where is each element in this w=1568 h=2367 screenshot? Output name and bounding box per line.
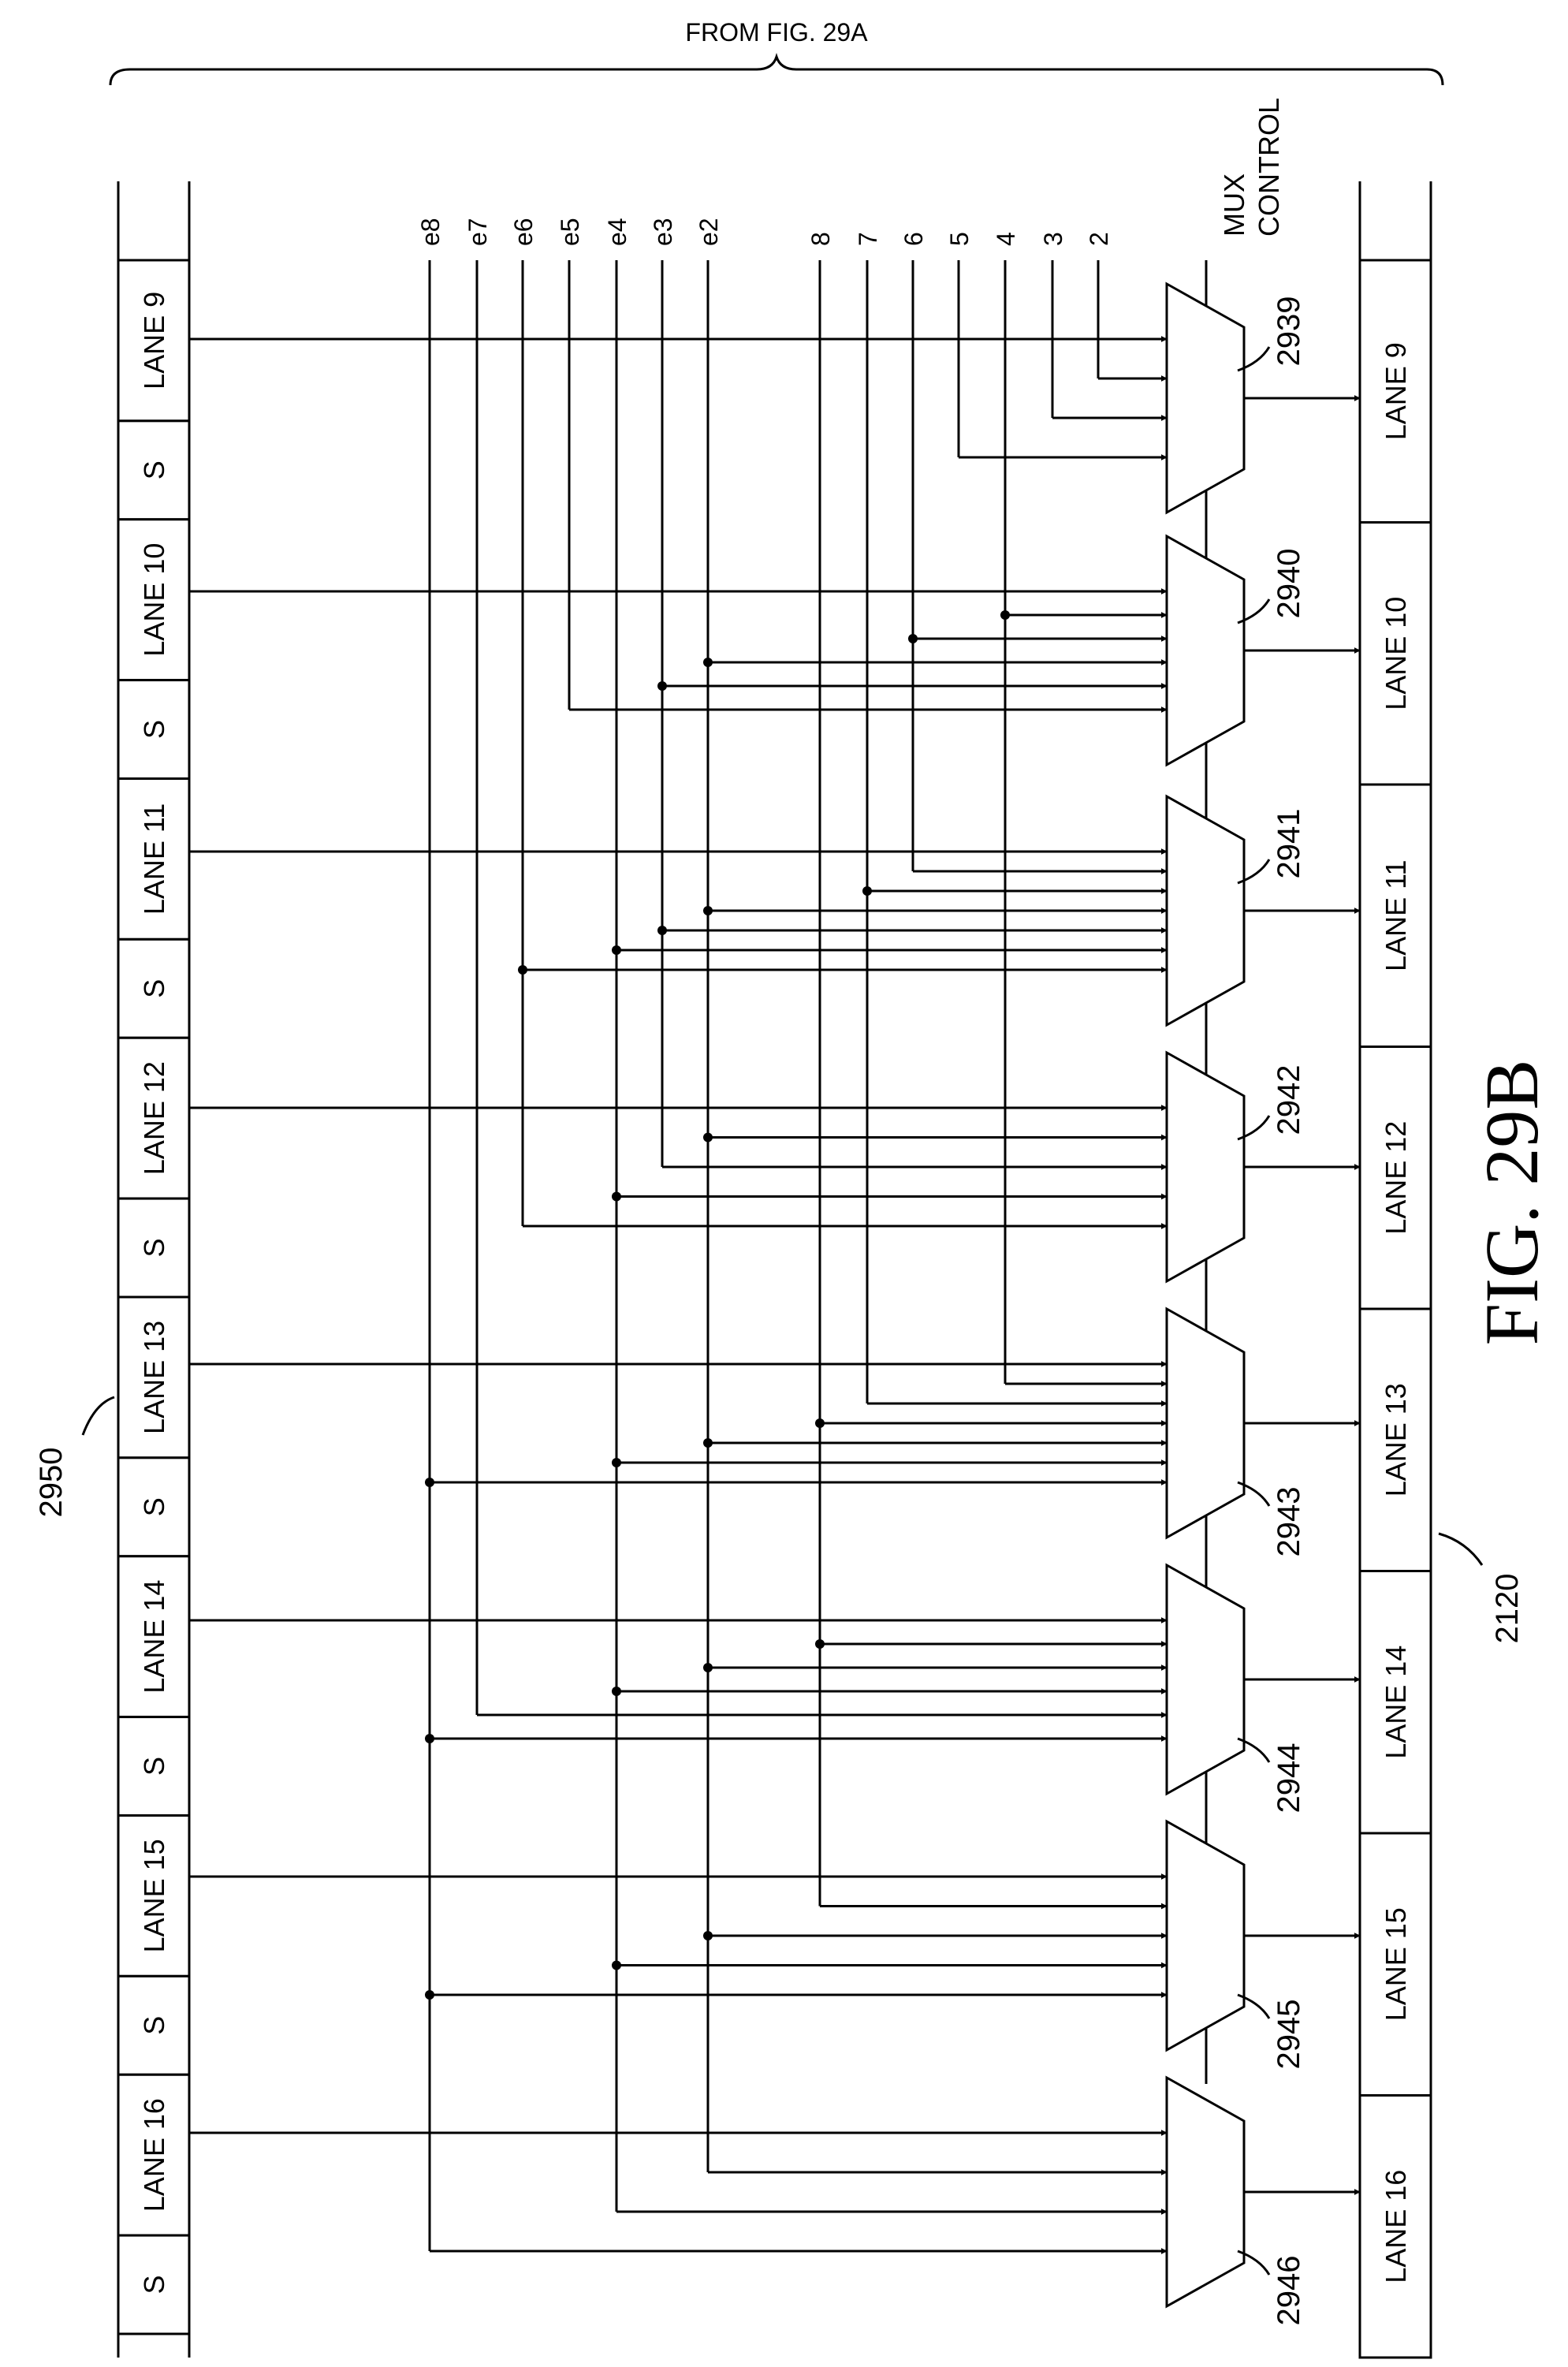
junction-dot [703, 1931, 713, 1940]
output-lane-label: LANE 11 [1380, 860, 1412, 971]
bus-label: 4 [992, 232, 1020, 246]
junction-dot [425, 1478, 434, 1487]
input-lane-label: LANE 10 [138, 543, 170, 657]
output-lane-label: LANE 14 [1380, 1646, 1412, 1759]
bus-label: e2 [695, 218, 723, 246]
input-lane-label: LANE 14 [138, 1580, 170, 1694]
mux-ref-label: 2943 [1272, 1487, 1306, 1557]
output-register-ref-arrow [1438, 1532, 1484, 1566]
input-register: LANE 9 S LANE 10 S LANE 11 S LANE 12 S LANE 13 S L… [117, 181, 191, 2358]
junction-dot [908, 634, 918, 643]
junction-dot [612, 1191, 621, 1202]
junction-dot [425, 1990, 434, 2000]
junction-dot [657, 926, 667, 935]
bus-label: 3 [1039, 232, 1067, 246]
input-s-label: S [138, 2276, 170, 2294]
output-lane-label: LANE 15 [1380, 1907, 1412, 2021]
bus-label: e4 [603, 218, 631, 246]
junction-dot [862, 886, 872, 896]
bus-label: e8 [416, 218, 445, 246]
input-s-label: S [138, 720, 170, 739]
mux: 2944 [1165, 1563, 1306, 1813]
mux-control-label-line2: CONTROL [1253, 98, 1285, 237]
bus-label: e7 [464, 218, 492, 246]
bus-labels: e8 e7 e6 e5 e4 e3 e2 8 7 6 5 4 3 2 [416, 218, 1113, 246]
junction-dot [612, 1458, 621, 1467]
output-register: LANE 9 LANE 10 LANE 11 LANE 12 LANE 13 LANE 1… [1358, 181, 1432, 2359]
bus-label: e6 [509, 218, 538, 246]
input-lane-label: LANE 13 [138, 1321, 170, 1434]
output-register-ref: 2120 [1490, 1574, 1525, 1644]
output-lane-label: LANE 12 [1380, 1121, 1412, 1235]
junction-dot [703, 906, 713, 915]
junction-dot [612, 1960, 621, 1970]
junction-dot [657, 681, 667, 691]
input-s-label: S [138, 2016, 170, 2035]
output-lane-label: LANE 10 [1380, 597, 1412, 710]
mux-ref-label: 2946 [1272, 2256, 1306, 2326]
mux: 2939 [1165, 281, 1306, 515]
input-s-label: S [138, 979, 170, 998]
junction-dot [612, 945, 621, 955]
output-lane-label: LANE 16 [1380, 2170, 1412, 2283]
junction-dot [703, 658, 713, 667]
input-lane-label: LANE 9 [138, 292, 170, 390]
mux: 2946 [1165, 2075, 1306, 2326]
input-lane-label: LANE 15 [138, 1839, 170, 1952]
bus-label: 2 [1085, 232, 1113, 246]
junction-dot [612, 1687, 621, 1696]
bus-label: 8 [806, 232, 835, 246]
header-from-fig-29a: FROM FIG. 29A [685, 18, 868, 47]
junction-dot [1000, 610, 1010, 620]
input-s-label: S [138, 1757, 170, 1776]
mux-ref-label: 2945 [1272, 2000, 1306, 2070]
routing-wires [189, 260, 1361, 2254]
input-lane-label: LANE 16 [138, 2098, 170, 2212]
input-register-ref: 2950 [34, 1448, 69, 1518]
output-lane-label: LANE 9 [1380, 342, 1412, 440]
multiplexers: 2939 2940 2941 2942 2943 2944 2945 2946 [1165, 281, 1306, 2326]
mux-ref-label: 2940 [1272, 549, 1306, 619]
output-lane-label: LANE 13 [1380, 1383, 1412, 1497]
junction-dot [703, 1132, 713, 1142]
header-brace [109, 52, 1444, 86]
mux: 2945 [1165, 1819, 1306, 2070]
junction-dot [815, 1639, 825, 1649]
input-s-label: S [138, 460, 170, 479]
bus-label: e3 [649, 218, 677, 246]
junction-dot [703, 1438, 713, 1448]
mux-ref-label: 2941 [1272, 809, 1306, 879]
bus-label: 6 [899, 232, 928, 246]
input-s-label: S [138, 1239, 170, 1258]
figure-label: FIG. 29B [1469, 1060, 1554, 1346]
input-lane-label: LANE 11 [138, 803, 170, 915]
input-lane-label: LANE 12 [138, 1061, 170, 1175]
mux: 2943 [1165, 1307, 1306, 1557]
bus-label: 7 [854, 232, 882, 246]
junction-dot [815, 1418, 825, 1428]
mux: 2941 [1165, 794, 1306, 1027]
mux-ref-label: 2944 [1272, 1743, 1306, 1813]
mux: 2940 [1165, 534, 1306, 767]
input-s-label: S [138, 1497, 170, 1516]
junction-dot [425, 1734, 434, 1743]
mux-control-label-line1: MUX [1218, 173, 1250, 237]
bus-label: e5 [556, 218, 584, 246]
mux-ref-label: 2939 [1272, 296, 1306, 367]
junction-dot [703, 1663, 713, 1672]
mux: 2942 [1165, 1050, 1306, 1284]
bus-label: 5 [945, 232, 974, 246]
junction-dot [518, 965, 527, 975]
input-register-ref-arrow [81, 1396, 115, 1436]
mux-ref-label: 2942 [1272, 1065, 1306, 1135]
